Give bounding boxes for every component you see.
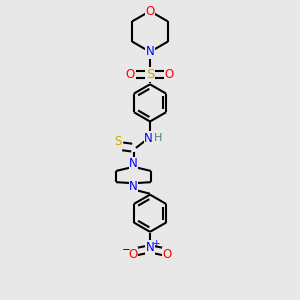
Text: N: N: [146, 45, 154, 58]
Text: H: H: [154, 133, 163, 143]
Text: O: O: [165, 68, 174, 81]
Text: N: N: [146, 241, 154, 254]
Text: O: O: [128, 248, 137, 260]
Text: O: O: [126, 68, 135, 81]
Text: S: S: [115, 135, 122, 148]
Text: O: O: [163, 248, 172, 260]
Text: +: +: [152, 239, 159, 248]
Text: N: N: [129, 157, 138, 170]
Text: N: N: [144, 131, 153, 145]
Text: −: −: [122, 245, 130, 255]
Text: O: O: [146, 4, 154, 18]
Text: S: S: [146, 68, 154, 81]
Text: N: N: [129, 180, 138, 193]
